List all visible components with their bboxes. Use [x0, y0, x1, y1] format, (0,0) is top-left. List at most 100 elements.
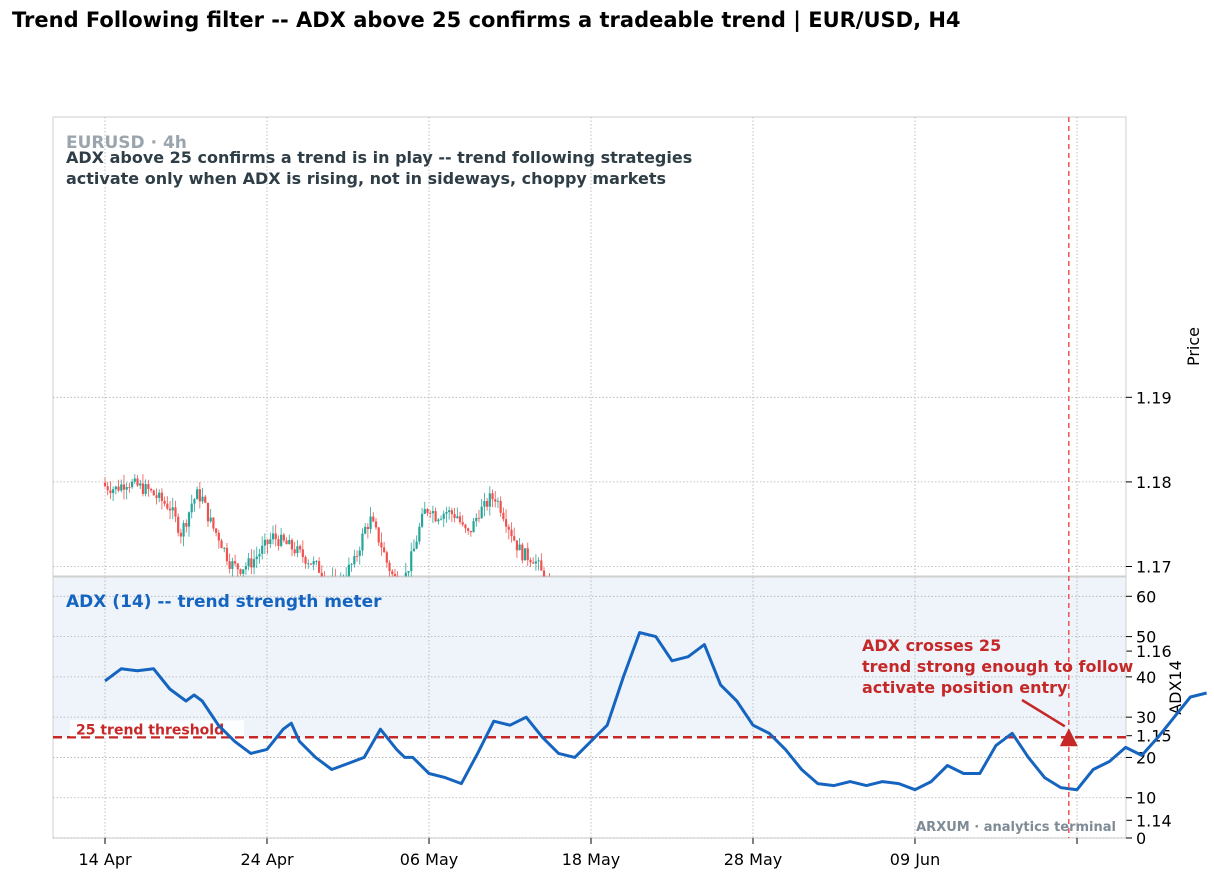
candle-body — [483, 500, 486, 507]
candle-body — [296, 546, 299, 554]
candle-body — [160, 492, 164, 501]
symbol-label: EURUSD · 4h — [66, 133, 187, 153]
candle-body — [182, 523, 185, 537]
candle-body — [369, 516, 372, 530]
candle-body — [274, 533, 277, 540]
candle-body — [309, 563, 313, 565]
candle-body — [193, 499, 196, 504]
adx-y-tick-label: 30 — [1136, 708, 1156, 727]
candle-body — [158, 492, 161, 498]
candle-body — [347, 564, 350, 577]
candle-body — [534, 561, 537, 564]
candle-body — [469, 530, 472, 533]
candle-body — [355, 556, 359, 557]
candle-body — [152, 490, 155, 496]
candle-body — [472, 521, 475, 533]
candle-body — [285, 540, 288, 545]
candle-body — [147, 484, 150, 489]
signal-marker-triangle — [1059, 728, 1078, 747]
price-y-tick-label: 1.19 — [1136, 388, 1172, 407]
adx-y-tick-label: 60 — [1136, 587, 1156, 606]
price-y-tick-label: 1.18 — [1136, 473, 1172, 492]
candle-body — [491, 493, 494, 500]
candle-body — [494, 499, 497, 502]
candle-body — [312, 561, 315, 565]
watermark: ARXUM · analytics terminal — [916, 820, 1116, 835]
candle-body — [437, 519, 440, 522]
candle-body — [217, 532, 220, 541]
candle-body — [453, 514, 456, 518]
price-panel-frame — [52, 116, 1127, 577]
candle-body — [486, 500, 489, 507]
price-y-tick-label: 1.16 — [1136, 642, 1172, 661]
candle-body — [269, 539, 272, 545]
x-tick-label: 24 Apr — [240, 850, 294, 869]
candle-body — [166, 503, 169, 509]
candle-body — [261, 545, 264, 554]
candle-body — [458, 516, 462, 523]
candle-body — [320, 572, 323, 577]
candle-body — [540, 560, 543, 571]
candle-body — [407, 571, 410, 573]
candle-body — [461, 522, 464, 525]
candle-body — [439, 518, 443, 520]
candle-body — [364, 526, 367, 534]
chart-title: Trend Following filter -- ADX above 25 c… — [12, 8, 961, 32]
candle-body — [502, 512, 505, 520]
candle-body — [532, 562, 535, 564]
candle-body — [317, 561, 321, 573]
candle-body — [122, 484, 126, 490]
candle-body — [372, 516, 375, 522]
candle-body — [231, 561, 234, 569]
candle-body — [434, 511, 437, 522]
candle-body — [233, 561, 237, 564]
candle-body — [247, 558, 250, 567]
candle-body — [301, 549, 304, 558]
candle-body — [228, 561, 231, 569]
adx-y-tick-label: 0 — [1136, 829, 1146, 848]
x-tick-label: 18 May — [562, 850, 621, 869]
candle-body — [106, 486, 109, 491]
trend-note-line: ADX above 25 confirms a trend is in play… — [66, 148, 692, 167]
candle-body — [423, 509, 426, 514]
candle-body — [250, 558, 253, 568]
candle-body — [252, 559, 256, 568]
candle-body — [187, 512, 191, 527]
candle-body — [383, 547, 386, 553]
candle-body — [488, 493, 491, 507]
candle-body — [209, 517, 212, 522]
adx-y-axis-label: ADX14 — [1166, 660, 1185, 715]
candle-body — [431, 511, 435, 514]
callout-line: activate position entry — [862, 678, 1068, 697]
candle-body — [515, 540, 519, 551]
candle-body — [521, 544, 524, 561]
candle-body — [477, 517, 481, 519]
candle-body — [529, 560, 532, 563]
candle-body — [128, 487, 131, 488]
candle-body — [426, 509, 429, 513]
threshold-label: 25 trend threshold — [76, 722, 224, 738]
candle-body — [266, 539, 269, 545]
candle-body — [299, 546, 302, 550]
candle-body — [109, 490, 112, 494]
candle-body — [350, 564, 353, 566]
candle-body — [144, 484, 147, 494]
candle-body — [255, 556, 258, 560]
candle-body — [244, 566, 248, 570]
candle-body — [282, 534, 285, 541]
candle-body — [271, 533, 275, 540]
candle-body — [418, 526, 421, 542]
candle-body — [429, 512, 432, 514]
candle-body — [385, 552, 388, 563]
candle-body — [223, 547, 226, 549]
candle-body — [215, 528, 218, 533]
candle-body — [366, 526, 369, 530]
candle-body — [480, 506, 483, 519]
x-tick-label: 06 May — [400, 850, 459, 869]
callout-arrow-shaft — [1021, 698, 1066, 728]
candle-body — [537, 560, 540, 562]
candle-body — [290, 539, 294, 550]
candle-body — [155, 495, 158, 498]
